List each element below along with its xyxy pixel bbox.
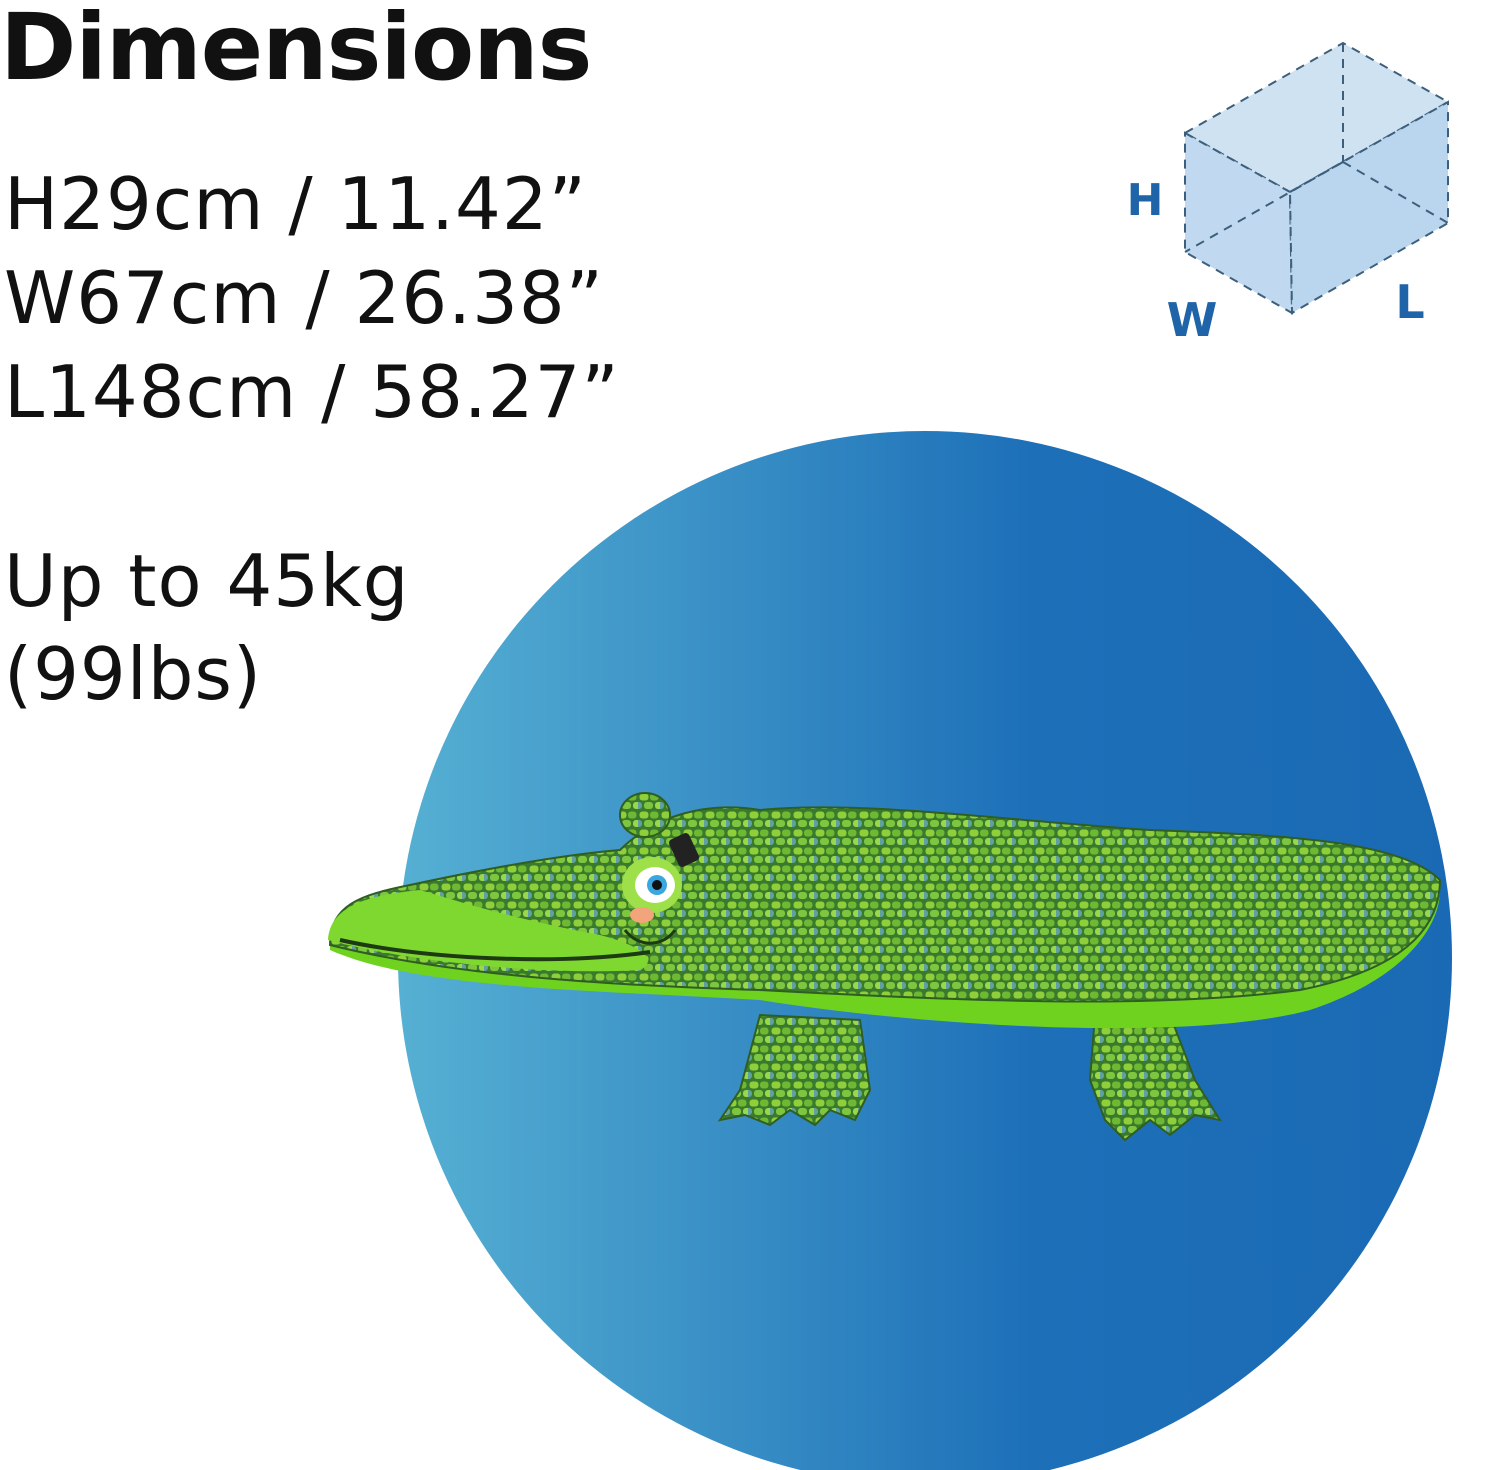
cube-label-w: W <box>1167 293 1218 347</box>
length-dimension: L148cm / 58.27” <box>4 350 620 434</box>
cube-label-h: H <box>1127 175 1164 226</box>
cube-label-l: L <box>1395 275 1424 329</box>
page-title: Dimensions <box>0 0 592 101</box>
weight-limit-lbs: (99lbs) <box>4 632 263 716</box>
crocodile-float-image <box>328 792 1442 1142</box>
cube-diagram <box>1182 41 1451 315</box>
width-dimension: W67cm / 26.38” <box>4 256 604 340</box>
weight-limit: Up to 45kg <box>4 539 410 623</box>
height-dimension: H29cm / 11.42” <box>4 162 587 246</box>
